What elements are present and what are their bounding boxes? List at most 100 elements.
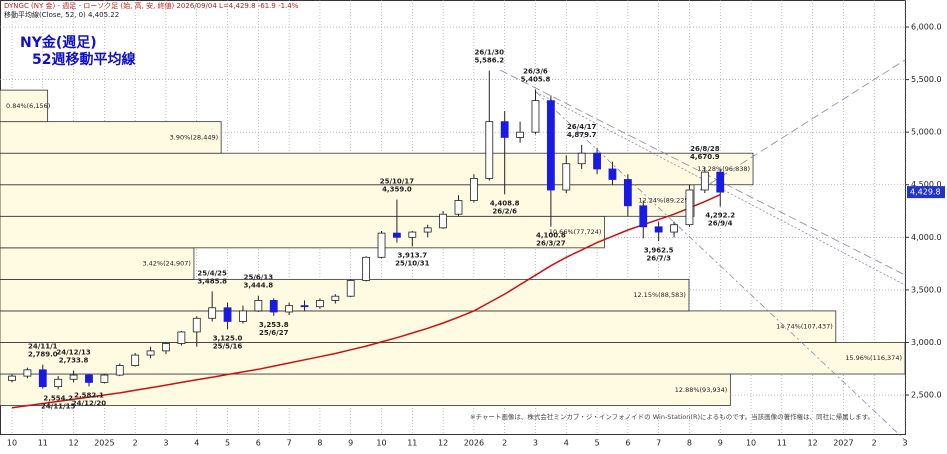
candle-body bbox=[500, 121, 509, 138]
x-tick-label: 10 bbox=[7, 439, 17, 448]
candle-body bbox=[300, 305, 309, 308]
annotation-price: 3,485.8 bbox=[197, 277, 227, 285]
candle-body bbox=[208, 307, 217, 319]
y-tick-label: 3,000.0 bbox=[911, 338, 942, 347]
profile-label: 12.15%(88,583) bbox=[633, 291, 686, 299]
candle-body bbox=[593, 152, 601, 170]
annotation-price: 2,554.2 bbox=[43, 394, 73, 402]
x-tick-label: 2027 bbox=[833, 439, 853, 448]
trend-line bbox=[499, 69, 906, 276]
candle-body bbox=[654, 226, 663, 233]
chart-subtitle: 52週移動平均線 bbox=[32, 51, 135, 68]
annotation-date: 24/12/20 bbox=[72, 399, 106, 407]
candle-body bbox=[639, 205, 648, 228]
candle-body bbox=[162, 343, 170, 352]
candle-body bbox=[700, 171, 709, 191]
x-tick-label: 9 bbox=[348, 439, 353, 448]
trend-line bbox=[699, 59, 906, 191]
annotation-price: 2,733.8 bbox=[59, 356, 89, 364]
annotation-price: 4,408.8 bbox=[490, 199, 520, 207]
candle-body bbox=[454, 200, 463, 215]
candle-body bbox=[23, 369, 32, 377]
candle-body bbox=[577, 152, 586, 165]
profile-bar bbox=[0, 89, 49, 123]
annotation-price: 4,292.2 bbox=[705, 212, 735, 220]
x-tick-label: 3 bbox=[533, 439, 538, 448]
annotation-date: 26/3/6 bbox=[523, 68, 548, 76]
annotation-price: 4,100.8 bbox=[536, 232, 566, 240]
annotation-date: 26/8/28 bbox=[690, 145, 720, 153]
candle-body bbox=[285, 305, 294, 313]
y-tick-label: 4,500.0 bbox=[911, 180, 942, 189]
candle-body bbox=[115, 365, 124, 376]
y-tick-label: 5,500.0 bbox=[911, 75, 942, 84]
candle-body bbox=[8, 375, 16, 381]
y-tick-label: 4,000.0 bbox=[911, 233, 942, 242]
candle-body bbox=[469, 178, 478, 201]
profile-label: 3.90%(28,449) bbox=[170, 133, 218, 141]
profile-bar bbox=[0, 152, 754, 186]
candle-body bbox=[85, 374, 93, 383]
candle-body bbox=[562, 163, 571, 191]
x-tick-label: 8 bbox=[687, 439, 692, 448]
x-tick-label: 12 bbox=[438, 439, 448, 448]
x-tick-label: 10 bbox=[746, 439, 756, 448]
candle-body bbox=[192, 317, 201, 333]
candle-body bbox=[269, 300, 278, 313]
profile-label: 0.84%(6,156) bbox=[6, 102, 50, 110]
annotation-price: 2,582.1 bbox=[74, 391, 104, 399]
profile-bar bbox=[0, 310, 837, 343]
annotation-date: 26/9/4 bbox=[708, 220, 733, 228]
x-tick-label: 6 bbox=[256, 439, 261, 448]
profile-bar bbox=[0, 278, 690, 312]
y-tick-label: 5,000.0 bbox=[911, 128, 942, 137]
profile-label: 14.74%(107,437) bbox=[776, 323, 833, 331]
candle-body bbox=[316, 300, 324, 308]
candle-body bbox=[485, 121, 494, 179]
x-tick-label: 4 bbox=[194, 439, 199, 448]
annotation-date: 25/5/16 bbox=[213, 342, 243, 350]
profile-label: 12.88%(93,934) bbox=[675, 386, 728, 394]
annotation-date: 25/4/25 bbox=[197, 269, 227, 277]
last-price-label: 4,429.8 bbox=[910, 188, 941, 197]
candle-body bbox=[346, 280, 355, 297]
x-tick-label: 4 bbox=[564, 439, 569, 448]
annotation-date: 24/11/1 bbox=[28, 343, 58, 351]
candle-body bbox=[377, 232, 386, 258]
candle-body bbox=[408, 231, 417, 238]
x-tick-label: 5 bbox=[225, 439, 230, 448]
foreground-layer: 24/11/12,789.0 2,554.224/11/15 24/12/132,7… bbox=[8, 49, 735, 410]
candle-body bbox=[608, 168, 617, 180]
annotation-price: 5,586.2 bbox=[474, 57, 504, 65]
profile-bar bbox=[0, 215, 605, 249]
annotation-price: 4,359.0 bbox=[382, 186, 412, 194]
x-tick-label: 12 bbox=[68, 439, 78, 448]
annotation-price: 4,879.7 bbox=[567, 131, 597, 139]
x-tick-label: 2 bbox=[872, 439, 877, 448]
annotation-price: 3,962.5 bbox=[644, 246, 674, 254]
candle-body bbox=[670, 224, 678, 233]
x-tick-label: 9 bbox=[718, 439, 723, 448]
candle-body bbox=[100, 374, 109, 383]
profile-label: 3.42%(24,907) bbox=[142, 260, 190, 268]
candle-body bbox=[546, 100, 555, 191]
annotation-price: 3,444.8 bbox=[244, 282, 274, 290]
candle-body bbox=[516, 131, 524, 138]
x-tick-label: 11 bbox=[38, 439, 48, 448]
candle-body bbox=[177, 331, 186, 344]
x-tick-label: 11 bbox=[777, 439, 787, 448]
x-tick-label: 10 bbox=[376, 439, 386, 448]
candle-body bbox=[685, 189, 694, 226]
candle-body bbox=[254, 300, 263, 312]
candle-body bbox=[69, 374, 78, 380]
annotation-price: 3,913.7 bbox=[397, 251, 427, 259]
annotation-price: 4,670.9 bbox=[690, 153, 720, 161]
annotation-price: 2,789.0 bbox=[28, 351, 58, 359]
candle-body bbox=[623, 179, 632, 207]
candle-body bbox=[239, 310, 247, 322]
candle-body bbox=[38, 369, 47, 388]
candle-body bbox=[54, 378, 63, 388]
x-tick-label: 3 bbox=[163, 439, 168, 448]
annotation-date: 26/3/27 bbox=[536, 240, 566, 248]
